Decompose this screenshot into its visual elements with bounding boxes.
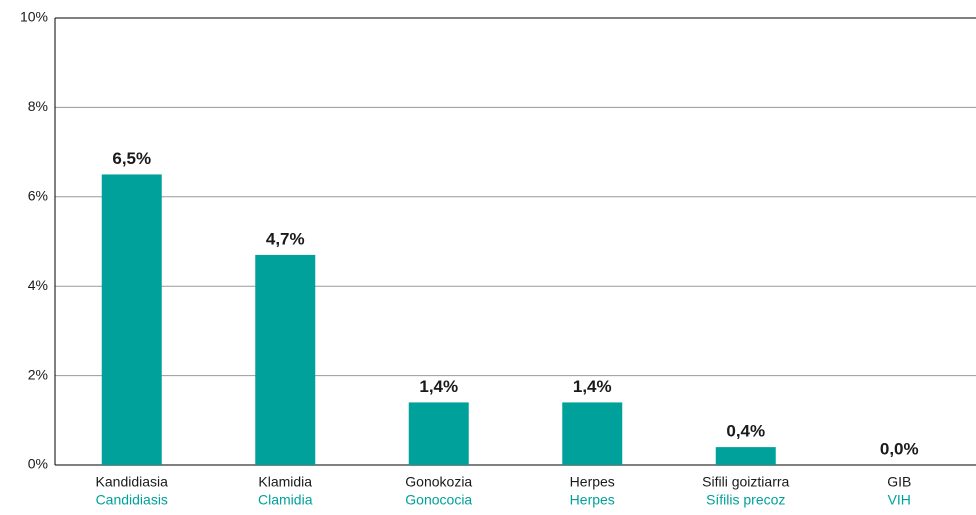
x-tick-label: Sifili goiztiarra: [702, 474, 789, 490]
x-tick-label-secondary: Candidiasis: [96, 492, 168, 508]
x-tick-label-secondary: Herpes: [570, 492, 615, 508]
y-tick-label: 8%: [28, 98, 48, 114]
y-tick-label: 2%: [28, 366, 48, 382]
x-tick-label-secondary: Sífilis precoz: [706, 492, 785, 508]
value-label: 4,7%: [266, 229, 305, 248]
value-label: 0,0%: [880, 439, 919, 458]
bar: [101, 174, 162, 465]
value-label: 6,5%: [112, 149, 151, 168]
y-tick-label: 10%: [20, 9, 48, 25]
bar: [562, 402, 623, 465]
y-tick-label: 4%: [28, 277, 48, 293]
x-tick-label: GIB: [887, 474, 911, 490]
x-tick-label-secondary: VIH: [888, 492, 911, 508]
y-tick-label: 6%: [28, 188, 48, 204]
x-tick-label: Gonokozia: [405, 474, 472, 490]
x-tick-label: Klamidia: [258, 474, 312, 490]
bar: [255, 254, 316, 465]
x-tick-label-secondary: Clamidia: [258, 492, 313, 508]
value-label: 1,4%: [419, 377, 458, 396]
bar: [408, 402, 469, 465]
value-label: 1,4%: [573, 377, 612, 396]
x-tick-label-secondary: Gonococia: [405, 492, 472, 508]
x-tick-label: Herpes: [570, 474, 615, 490]
y-tick-label: 0%: [28, 456, 48, 472]
value-label: 0,4%: [726, 422, 765, 441]
bar: [715, 447, 776, 465]
x-tick-label: Kandidiasia: [96, 474, 169, 490]
